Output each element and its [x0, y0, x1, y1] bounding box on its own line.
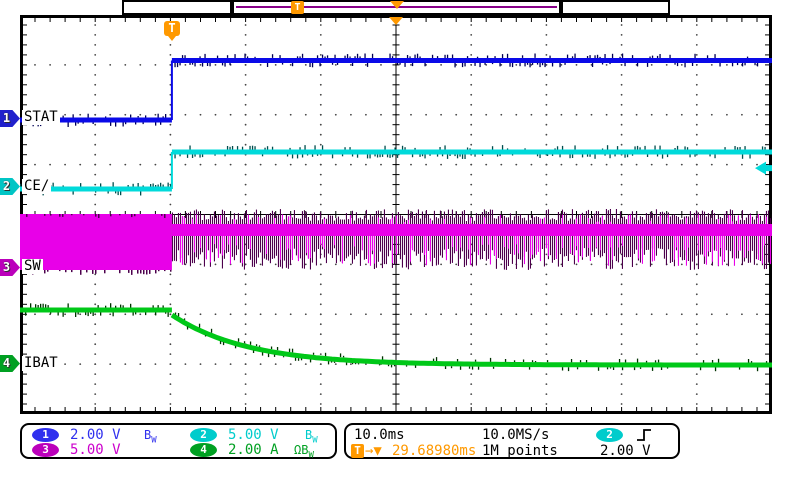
trigger-source-badge: 2 [596, 428, 623, 442]
ch1-trace-label: STAT [22, 109, 60, 125]
ch4-ohm-bandwidth-icon: ΩBW [294, 443, 314, 462]
trigger-delay-value: 29.68980ms [392, 443, 477, 459]
ch4-channel-badge: 4 [0, 355, 20, 372]
ch1-readout-badge: 1 [32, 428, 59, 442]
ch2-readout-badge: 2 [190, 428, 217, 442]
expansion-point-icon [389, 17, 403, 25]
ch3-trace-label: SW [22, 258, 43, 274]
ch2-bandwidth-icon: BW [305, 428, 318, 447]
trigger-delay-letter: T [354, 444, 361, 457]
waveform-traces [20, 53, 772, 372]
trigger-delay-icon: T [351, 444, 364, 458]
ch1-readout-number: 1 [42, 428, 49, 441]
trigger-source-number: 2 [606, 428, 613, 441]
ch1-bw-w: W [151, 435, 157, 446]
ch2-bw-w: W [312, 435, 318, 446]
record-view-left-segment [122, 0, 232, 15]
ch1-bw-b: B [144, 428, 152, 442]
trigger-level-readout: 2.00 V [600, 443, 651, 459]
record-trigger-letter: T [294, 2, 301, 13]
ch2-badge-number: 2 [2, 179, 11, 193]
ch2-bw-b: B [305, 428, 313, 442]
ch4-trace-label: IBAT [22, 355, 60, 371]
ch1-channel-badge: 1 [0, 110, 20, 127]
sample-rate-readout: 10.0MS/s [482, 427, 550, 443]
ch3-badge-number: 3 [2, 260, 11, 274]
ch2-trace-label: CE/ [22, 178, 52, 194]
ch4-badge-number: 4 [2, 356, 11, 370]
ch2-readout-number: 2 [200, 428, 207, 441]
ch4-bw-b: B [301, 443, 309, 457]
trigger-delay-arrows: →▼ [365, 443, 382, 459]
trigger-position-letter: T [168, 21, 176, 35]
ch1-badge-number: 1 [2, 111, 11, 125]
record-length-readout: 1M points [482, 443, 558, 459]
trigger-level-arrow-icon [755, 161, 772, 175]
trigger-position-marker: T [164, 21, 180, 41]
ch4-readout-badge: 4 [190, 443, 217, 457]
rising-edge-icon [637, 429, 651, 441]
ch4-readout-number: 4 [200, 443, 207, 456]
record-view-window-segment: T [232, 0, 561, 15]
waveform-display: T STAT CE/ SW IBAT [20, 15, 772, 414]
ch1-bandwidth-icon: BW [144, 428, 157, 447]
timebase-readout: 10.0ms [354, 427, 405, 443]
vertical-readout-box: 1 2.00 V BW 2 5.00 V BW 3 5.00 V 4 2.00 … [20, 423, 337, 462]
ch4-scale-readout: 2.00 A [228, 442, 279, 458]
ch3-readout-number: 3 [42, 443, 49, 456]
record-trigger-marker: T [291, 1, 304, 14]
ch2-channel-badge: 2 [0, 178, 20, 195]
ch4-bw-w: W [308, 450, 314, 461]
ch1-scale-readout: 2.00 V [70, 427, 121, 443]
record-center-marker-icon [390, 1, 404, 9]
ch3-readout-badge: 3 [32, 443, 59, 457]
ch4-ohm: Ω [294, 443, 302, 457]
horizontal-readout-box: 10.0ms 10.0MS/s 2 T →▼ 29.68980ms 1M poi… [344, 423, 680, 459]
record-view-right-segment [561, 0, 670, 15]
ch2-scale-readout: 5.00 V [228, 427, 279, 443]
ch3-channel-badge: 3 [0, 259, 20, 276]
ch3-scale-readout: 5.00 V [70, 442, 121, 458]
